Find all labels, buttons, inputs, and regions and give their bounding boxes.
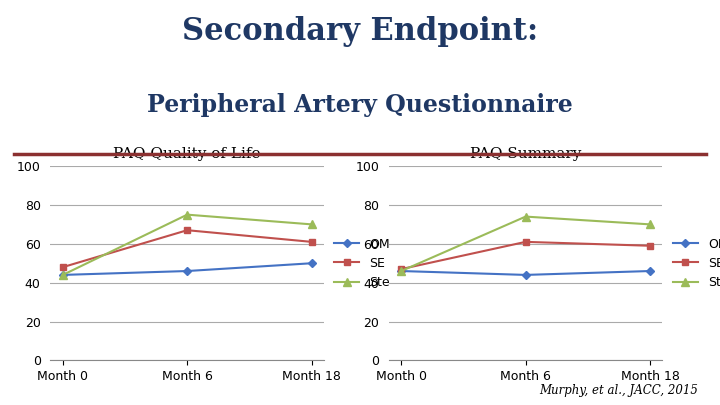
- Text: Secondary Endpoint:: Secondary Endpoint:: [182, 16, 538, 47]
- Text: Murphy, et al., JACC, 2015: Murphy, et al., JACC, 2015: [539, 384, 698, 397]
- Legend: OMC, SE, Stent: OMC, SE, Stent: [330, 232, 408, 294]
- Legend: OMC, SE, Stent: OMC, SE, Stent: [668, 232, 720, 294]
- Title: PAQ Quality of Life: PAQ Quality of Life: [114, 147, 261, 161]
- Title: PAQ Summary: PAQ Summary: [470, 147, 581, 161]
- Text: Peripheral Artery Questionnaire: Peripheral Artery Questionnaire: [147, 93, 573, 117]
